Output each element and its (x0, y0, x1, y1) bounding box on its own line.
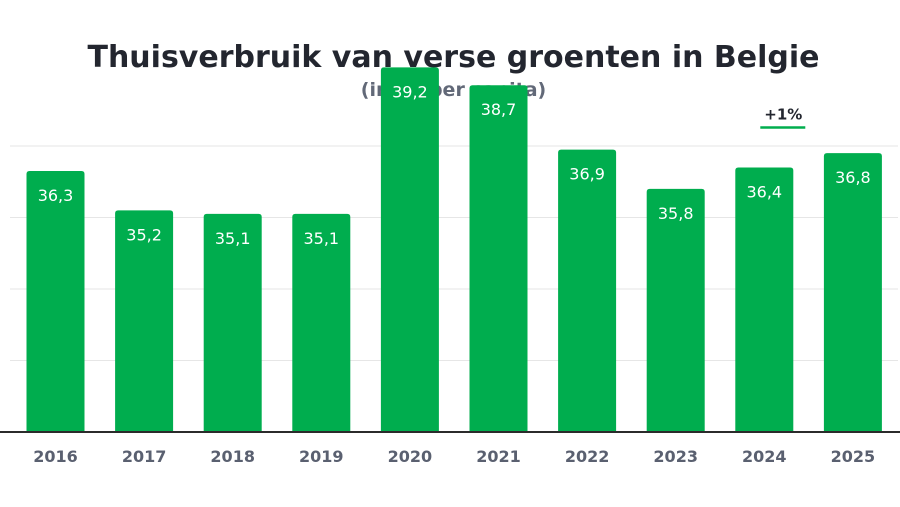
bar-value-labels: 36,3 35,2 35,1 35,1 39,2 38,7 36,9 35,8 36,4 36,8 (38, 82, 871, 248)
bar-2023 (646, 188, 705, 432)
bar-value-label: 39,2 (392, 82, 428, 101)
annotation-label: +1% (764, 105, 802, 123)
bar-value-label: 36,3 (38, 186, 74, 205)
bar-2024 (735, 167, 794, 432)
bar-value-label: 36,8 (835, 168, 871, 187)
x-tick-label: 2020 (388, 447, 433, 466)
x-tick-label: 2024 (742, 447, 787, 466)
bar-2019 (292, 213, 351, 432)
x-tick-label: 2022 (565, 447, 610, 466)
bar-2020 (380, 67, 439, 432)
x-tick-label: 2025 (831, 447, 876, 466)
bar-value-label: 35,8 (658, 204, 694, 223)
x-tick-label: 2016 (33, 447, 78, 466)
bar-2016 (26, 171, 85, 432)
bar-value-label: 35,1 (303, 229, 339, 248)
bar-value-label: 36,4 (746, 182, 782, 201)
bar-2022 (558, 149, 617, 432)
x-tick-label: 2023 (653, 447, 698, 466)
x-tick-label: 2019 (299, 447, 344, 466)
bar-2021 (469, 85, 528, 432)
annotations: +1% (760, 105, 806, 129)
x-tick-label: 2017 (122, 447, 167, 466)
bar-value-label: 35,2 (126, 225, 162, 244)
bar-2025 (823, 153, 882, 432)
bar-value-label: 35,1 (215, 229, 251, 248)
x-tick-label: 2021 (476, 447, 521, 466)
bar-2017 (115, 210, 174, 432)
chart-title: Thuisverbruik van verse groenten in Belg… (87, 40, 820, 75)
bar-value-label: 38,7 (481, 100, 517, 119)
bar-2018 (203, 213, 262, 432)
x-tick-label: 2018 (210, 447, 255, 466)
bars (26, 67, 882, 432)
bar-value-label: 36,9 (569, 165, 605, 184)
x-axis: 2016 2017 2018 2019 2020 2021 2022 2023 2024 2025 (0, 431, 900, 466)
